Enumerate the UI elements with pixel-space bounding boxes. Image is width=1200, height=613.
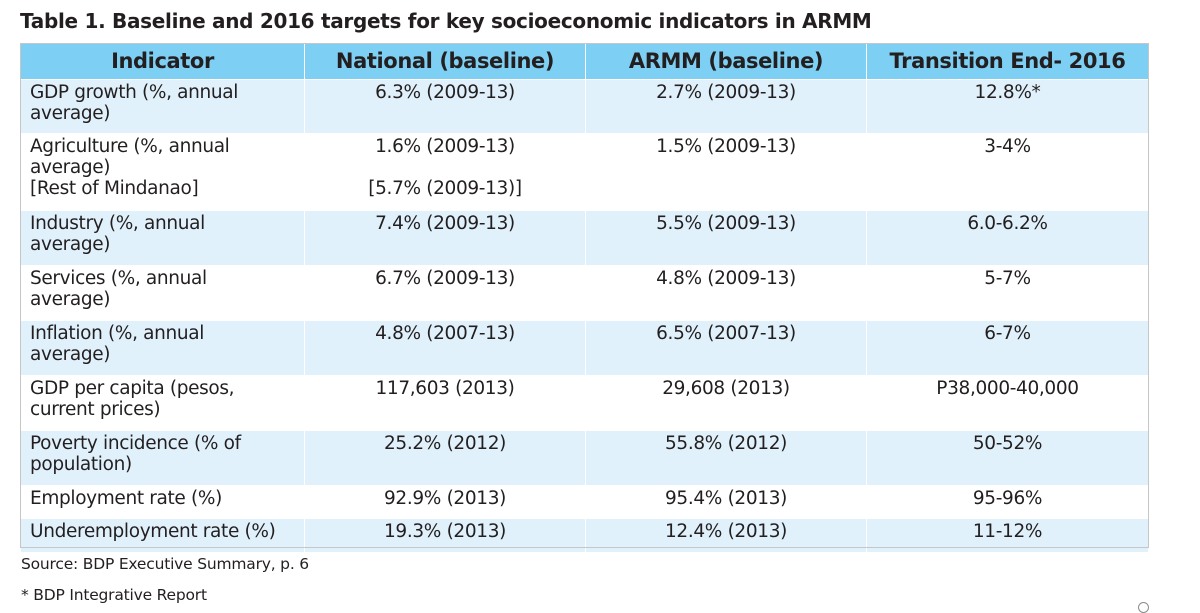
target-value: 11-12% xyxy=(866,518,1149,553)
target-value: 6.0-6.2% xyxy=(866,210,1149,266)
indicator-label: Services (%, annual xyxy=(30,268,207,289)
national-value: 19.3% (2013) xyxy=(304,518,586,553)
indicator-cell: Inflation (%, annual average) xyxy=(20,320,305,376)
source-note: Source: BDP Executive Summary, p. 6 xyxy=(21,555,309,573)
indicator-label-cont: current prices) xyxy=(30,399,161,420)
indicator-cell: Services (%, annual average) xyxy=(20,265,305,321)
table-header-row: Indicator National (baseline) ARMM (base… xyxy=(20,43,1149,80)
national-subvalue: [5.7% (2009-13)] xyxy=(368,178,522,199)
header-indicator: Indicator xyxy=(20,43,305,80)
footnote: * BDP Integrative Report xyxy=(21,586,207,604)
indicator-cell: GDP per capita (pesos, current prices) xyxy=(20,375,305,431)
table-row: Underemployment rate (%) 19.3% (2013) 12… xyxy=(20,518,1149,553)
indicator-label: Poverty incidence (% of xyxy=(30,433,241,454)
national-value: 6.7% (2009-13) xyxy=(304,265,586,321)
armm-value: 2.7% (2009-13) xyxy=(585,79,867,134)
armm-value: 95.4% (2013) xyxy=(585,485,867,519)
indicator-cell: GDP growth (%, annual average) xyxy=(20,79,305,134)
table-row: Inflation (%, annual average) 4.8% (2007… xyxy=(20,320,1149,376)
indicator-label-cont: average) xyxy=(30,344,111,365)
national-value: 117,603 (2013) xyxy=(304,375,586,431)
indicators-table: Indicator National (baseline) ARMM (base… xyxy=(20,43,1149,553)
indicator-sublabel: [Rest of Mindanao] xyxy=(30,178,199,199)
armm-value: 1.5% (2009-13) xyxy=(585,133,867,211)
national-value: 4.8% (2007-13) xyxy=(304,320,586,376)
header-target: Transition End- 2016 xyxy=(866,43,1149,80)
armm-value: 29,608 (2013) xyxy=(585,375,867,431)
indicator-label: Inflation (%, annual xyxy=(30,323,205,344)
indicator-cell: Agriculture (%, annual average) [Rest of… xyxy=(20,133,305,211)
indicator-cell: Poverty incidence (% of population) xyxy=(20,430,305,486)
indicator-label: GDP per capita (pesos, xyxy=(30,378,235,399)
header-national: National (baseline) xyxy=(304,43,586,80)
national-value: 6.3% (2009-13) xyxy=(304,79,586,134)
table-row: Employment rate (%) 92.9% (2013) 95.4% (… xyxy=(20,485,1149,519)
target-value: 5-7% xyxy=(866,265,1149,321)
target-value: 3-4% xyxy=(866,133,1149,211)
armm-value: 12.4% (2013) xyxy=(585,518,867,553)
national-value: 92.9% (2013) xyxy=(304,485,586,519)
indicator-label: Underemployment rate (%) xyxy=(20,518,305,553)
target-value: 95-96% xyxy=(866,485,1149,519)
table-row: Poverty incidence (% of population) 25.2… xyxy=(20,430,1149,486)
national-value: 7.4% (2009-13) xyxy=(304,210,586,266)
indicator-label-cont: average) xyxy=(30,234,111,255)
target-value: P38,000-40,000 xyxy=(866,375,1149,431)
indicator-label: GDP growth (%, annual xyxy=(30,82,239,103)
table-title: Table 1. Baseline and 2016 targets for k… xyxy=(20,9,872,33)
table-row: Industry (%, annual average) 7.4% (2009-… xyxy=(20,210,1149,266)
armm-value: 6.5% (2007-13) xyxy=(585,320,867,376)
header-armm: ARMM (baseline) xyxy=(585,43,867,80)
armm-value: 4.8% (2009-13) xyxy=(585,265,867,321)
armm-value: 5.5% (2009-13) xyxy=(585,210,867,266)
table-row: Agriculture (%, annual average) [Rest of… xyxy=(20,133,1149,211)
indicator-label-cont: average) xyxy=(30,157,111,178)
indicator-cell: Industry (%, annual average) xyxy=(20,210,305,266)
national-cell: 1.6% (2009-13) [5.7% (2009-13)] xyxy=(304,133,586,211)
armm-value: 55.8% (2012) xyxy=(585,430,867,486)
table-row: GDP growth (%, annual average) 6.3% (200… xyxy=(20,79,1149,134)
table-row: GDP per capita (pesos, current prices) 1… xyxy=(20,375,1149,431)
target-value: 6-7% xyxy=(866,320,1149,376)
indicator-label-cont: average) xyxy=(30,289,111,310)
indicator-label: Industry (%, annual xyxy=(30,213,205,234)
indicator-label-cont: average) xyxy=(30,103,111,124)
target-value: 12.8%* xyxy=(866,79,1149,134)
target-value: 50-52% xyxy=(866,430,1149,486)
table-row: Services (%, annual average) 6.7% (2009-… xyxy=(20,265,1149,321)
page-corner-mark xyxy=(1138,602,1149,613)
national-value: 1.6% (2009-13) xyxy=(375,136,515,157)
indicator-label: Agriculture (%, annual xyxy=(30,136,230,157)
national-value: 25.2% (2012) xyxy=(304,430,586,486)
indicator-label-cont: population) xyxy=(30,454,132,475)
indicator-label: Employment rate (%) xyxy=(20,485,305,519)
